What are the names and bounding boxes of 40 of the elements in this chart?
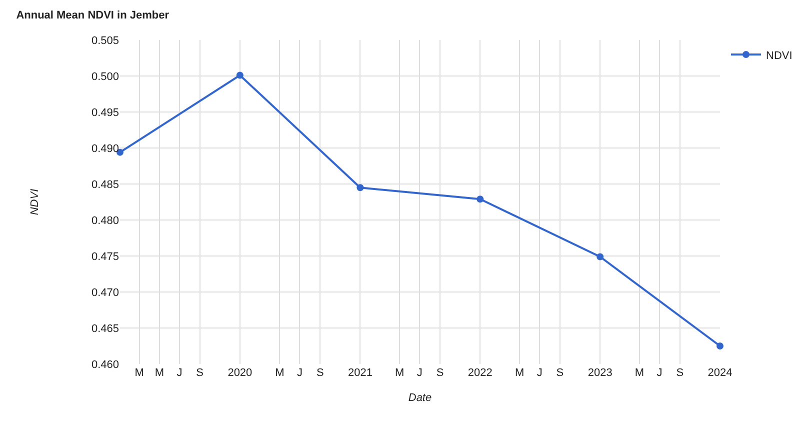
y-tick-label: 0.500 [91, 70, 119, 83]
point [716, 342, 724, 350]
y-tick-label: 0.485 [91, 178, 119, 191]
point [356, 184, 364, 192]
x-tick-label: M [395, 367, 404, 379]
x-axis-title: Date [408, 392, 432, 404]
x-tick-label: M [134, 367, 144, 379]
x-tick-label: J [416, 367, 422, 379]
x-tick-label: S [676, 367, 684, 379]
x-tick-label: 2022 [468, 367, 492, 379]
point [236, 72, 244, 79]
y-tick-label: 0.490 [91, 142, 119, 155]
y-tick-label: 0.470 [91, 286, 119, 299]
x-tick-label: S [436, 367, 444, 379]
x-tick-label: 2021 [348, 367, 372, 379]
point [596, 253, 604, 260]
x-tick-label: M [275, 367, 284, 379]
x-tick-label: 2020 [228, 367, 252, 379]
x-tick-label: 2023 [588, 367, 612, 379]
y-tick-label: 0.480 [91, 214, 119, 227]
y-tick-label: 0.505 [91, 34, 119, 47]
legend-label: NDVI [766, 50, 792, 62]
y-tick-label: 0.495 [91, 106, 119, 119]
x-tick-label: M [154, 367, 164, 379]
x-tick-label: J [296, 367, 302, 379]
x-tick-label: J [176, 367, 182, 379]
y-tick-label: 0.460 [91, 358, 119, 371]
x-tick-label: J [536, 367, 542, 379]
x-tick-label: M [514, 367, 524, 379]
x-tick-label: J [656, 367, 662, 379]
point [476, 196, 484, 203]
x-tick-label: 2024 [708, 367, 732, 379]
x-tick-label: M [634, 367, 644, 379]
x-tick-label: S [556, 367, 564, 379]
y-tick-label: 0.465 [91, 322, 119, 335]
y-tick-label: 0.475 [91, 250, 119, 263]
x-tick-label: S [196, 367, 204, 379]
y-axis-title: NDVI [29, 188, 42, 216]
x-tick-label: S [316, 367, 324, 379]
chart-title: Annual Mean NDVI in Jember [16, 9, 170, 22]
